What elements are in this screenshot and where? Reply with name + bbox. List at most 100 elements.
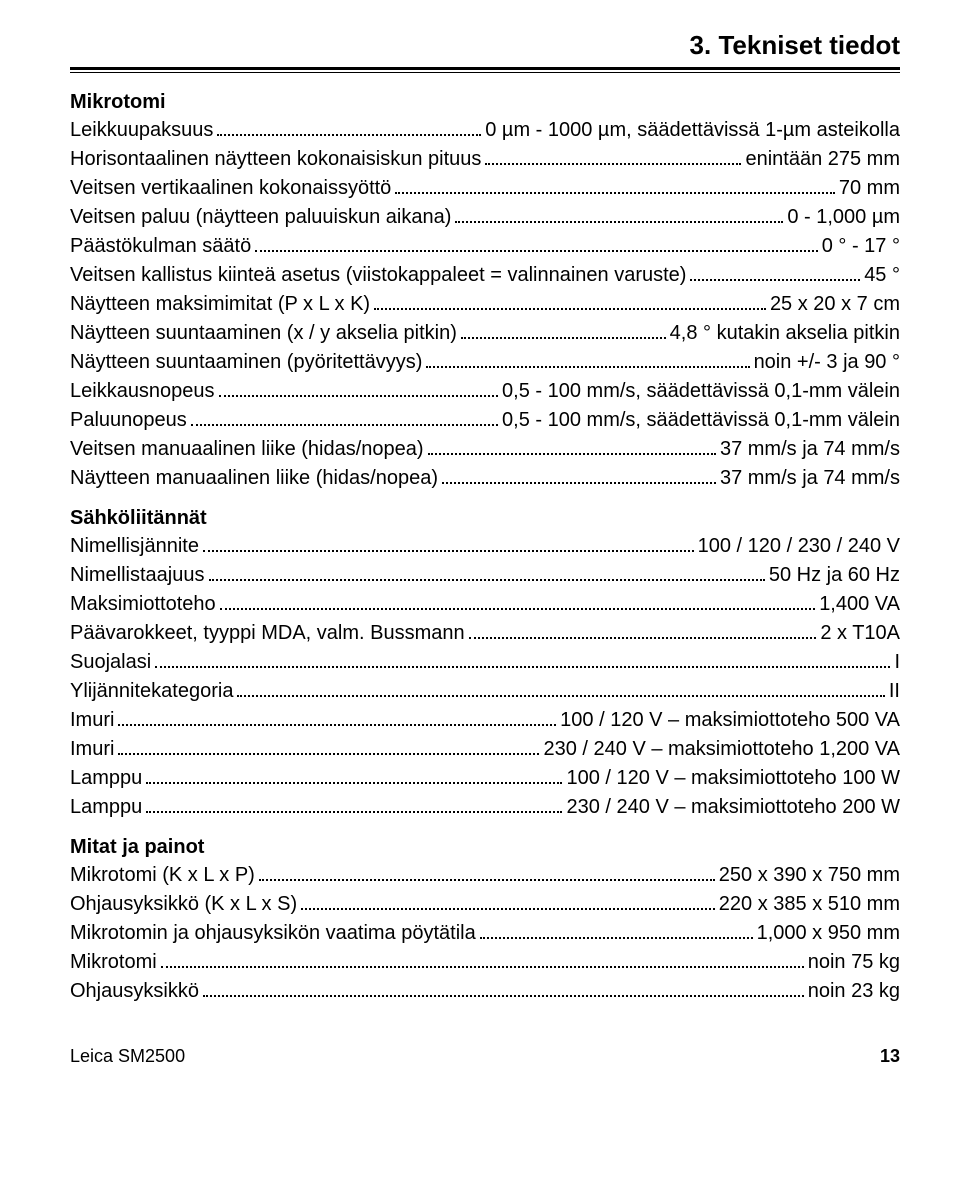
spec-label: Päävarokkeet, tyyppi MDA, valm. Bussmann bbox=[70, 619, 465, 648]
spec-label: Ylijännitekategoria bbox=[70, 677, 233, 706]
spec-section: SähköliitännätNimellisjännite100 / 120 /… bbox=[70, 507, 900, 822]
spec-label: Nimellisjännite bbox=[70, 532, 199, 561]
spec-row: Maksimiottoteho1,400 VA bbox=[70, 590, 900, 619]
dot-leader bbox=[191, 414, 498, 426]
spec-row: Leikkuupaksuus 0 µm - 1000 µm, säädettävi… bbox=[70, 116, 900, 145]
dot-leader bbox=[455, 211, 783, 223]
spec-row: Horisontaalinen näytteen kokonaisiskun p… bbox=[70, 145, 900, 174]
spec-value: 230 / 240 V – maksimiottoteho 1,200 VA bbox=[543, 735, 900, 764]
dot-leader bbox=[301, 898, 715, 910]
spec-label: Imuri bbox=[70, 735, 114, 764]
dot-leader bbox=[442, 472, 716, 484]
spec-value: 100 / 120 / 230 / 240 V bbox=[698, 532, 900, 561]
spec-value: 100 / 120 V – maksimiottoteho 100 W bbox=[566, 764, 900, 793]
spec-section: Mitat ja painotMikrotomi (K x L x P) 250 … bbox=[70, 836, 900, 1006]
spec-value: 45 ° bbox=[864, 261, 900, 290]
spec-row: Veitsen manuaalinen liike (hidas/nopea)3… bbox=[70, 435, 900, 464]
spec-label: Veitsen vertikaalinen kokonaissyöttö bbox=[70, 174, 391, 203]
spec-label: Mikrotomi (K x L x P) bbox=[70, 861, 255, 890]
spec-label: Näytteen manuaalinen liike (hidas/nopea) bbox=[70, 464, 438, 493]
spec-row: Leikkausnopeus 0,5 - 100 mm/s, säädettävi… bbox=[70, 377, 900, 406]
spec-value: enintään 275 mm bbox=[745, 145, 900, 174]
spec-value: 0 µm - 1000 µm, säädettävissä 1-µm astei… bbox=[485, 116, 900, 145]
spec-row: Nimellisjännite 100 / 120 / 230 / 240 V bbox=[70, 532, 900, 561]
spec-value: 220 x 385 x 510 mm bbox=[719, 890, 900, 919]
spec-value: 2 x T10A bbox=[820, 619, 900, 648]
spec-row: Imuri 100 / 120 V – maksimiottoteho 500 V… bbox=[70, 706, 900, 735]
spec-value: 50 Hz ja 60 Hz bbox=[769, 561, 900, 590]
dot-leader bbox=[255, 240, 818, 252]
spec-row: Suojalasi I bbox=[70, 648, 900, 677]
dot-leader bbox=[209, 569, 765, 581]
spec-value: 0,5 - 100 mm/s, säädettävissä 0,1-mm väl… bbox=[502, 377, 900, 406]
spec-section: MikrotomiLeikkuupaksuus0 µm - 1000 µm, s… bbox=[70, 91, 900, 493]
spec-value: 37 mm/s ja 74 mm/s bbox=[720, 464, 900, 493]
spec-row: Lamppu 100 / 120 V – maksimiottoteho 100 … bbox=[70, 764, 900, 793]
spec-label: Näytteen maksimimitat (P x L x K) bbox=[70, 290, 370, 319]
spec-label: Lamppu bbox=[70, 793, 142, 822]
footer-page-number: 13 bbox=[880, 1046, 900, 1067]
spec-row: Päästökulman säätö0 ° - 17 ° bbox=[70, 232, 900, 261]
spec-row: Ohjausyksikkö noin 23 kg bbox=[70, 977, 900, 1006]
dot-leader bbox=[426, 356, 749, 368]
spec-row: Näytteen suuntaaminen (x / y akselia pit… bbox=[70, 319, 900, 348]
spec-label: Näytteen suuntaaminen (pyöritettävyys) bbox=[70, 348, 422, 377]
spec-value: 70 mm bbox=[839, 174, 900, 203]
dot-leader bbox=[219, 385, 498, 397]
spec-value: noin 75 kg bbox=[808, 948, 900, 977]
dot-leader bbox=[220, 598, 816, 610]
dot-leader bbox=[485, 153, 741, 165]
spec-row: Mikrotomi (K x L x P) 250 x 390 x 750 mm bbox=[70, 861, 900, 890]
spec-label: Veitsen kallistus kiinteä asetus (viisto… bbox=[70, 261, 686, 290]
spec-label: Imuri bbox=[70, 706, 114, 735]
dot-leader bbox=[146, 801, 562, 813]
spec-row: Ohjausyksikkö (K x L x S)220 x 385 x 510… bbox=[70, 890, 900, 919]
spec-label: Suojalasi bbox=[70, 648, 151, 677]
spec-value: noin +/- 3 ja 90 ° bbox=[754, 348, 900, 377]
spec-row: Lamppu 230 / 240 V – maksimiottoteho 200 … bbox=[70, 793, 900, 822]
spec-label: Näytteen suuntaaminen (x / y akselia pit… bbox=[70, 319, 457, 348]
dot-leader bbox=[146, 772, 562, 784]
spec-row: Näytteen maksimimitat (P x L x K) 25 x 20… bbox=[70, 290, 900, 319]
spec-value: noin 23 kg bbox=[808, 977, 900, 1006]
spec-value: 100 / 120 V – maksimiottoteho 500 VA bbox=[560, 706, 900, 735]
spec-label: Leikkausnopeus bbox=[70, 377, 215, 406]
spec-label: Leikkuupaksuus bbox=[70, 116, 213, 145]
spec-value: 230 / 240 V – maksimiottoteho 200 W bbox=[566, 793, 900, 822]
spec-row: Veitsen kallistus kiinteä asetus (viisto… bbox=[70, 261, 900, 290]
dot-leader bbox=[469, 627, 817, 639]
spec-value: 0,5 - 100 mm/s, säädettävissä 0,1-mm väl… bbox=[502, 406, 900, 435]
spec-value: 4,8 ° kutakin akselia pitkin bbox=[670, 319, 900, 348]
spec-row: Nimellistaajuus50 Hz ja 60 Hz bbox=[70, 561, 900, 590]
spec-label: Maksimiottoteho bbox=[70, 590, 216, 619]
spec-label: Lamppu bbox=[70, 764, 142, 793]
spec-row: YlijännitekategoriaII bbox=[70, 677, 900, 706]
spec-value: I bbox=[894, 648, 900, 677]
spec-label: Mikrotomi bbox=[70, 948, 157, 977]
title-rule bbox=[70, 67, 900, 73]
spec-row: Veitsen paluu (näytteen paluuiskun aikan… bbox=[70, 203, 900, 232]
dot-leader bbox=[690, 269, 860, 281]
dot-leader bbox=[428, 443, 716, 455]
spec-value: 25 x 20 x 7 cm bbox=[770, 290, 900, 319]
page-footer: Leica SM2500 13 bbox=[70, 1046, 900, 1067]
spec-row: Päävarokkeet, tyyppi MDA, valm. Bussmann… bbox=[70, 619, 900, 648]
dot-leader bbox=[237, 685, 884, 697]
spec-value: 0 ° - 17 ° bbox=[822, 232, 900, 261]
dot-leader bbox=[461, 327, 666, 339]
dot-leader bbox=[480, 927, 753, 939]
dot-leader bbox=[374, 298, 766, 310]
spec-value: 250 x 390 x 750 mm bbox=[719, 861, 900, 890]
dot-leader bbox=[155, 656, 890, 668]
sections-container: Mikrotomi Leikkuupaksuus 0 µm - 1000 µm, s… bbox=[70, 91, 900, 1006]
spec-label: Veitsen paluu (näytteen paluuiskun aikan… bbox=[70, 203, 451, 232]
dot-leader bbox=[118, 743, 539, 755]
dot-leader bbox=[203, 985, 804, 997]
spec-row: Näytteen suuntaaminen (pyöritettävyys) no… bbox=[70, 348, 900, 377]
spec-label: Veitsen manuaalinen liike (hidas/nopea) bbox=[70, 435, 424, 464]
section-heading: Mitat ja painot bbox=[70, 836, 900, 859]
spec-label: Ohjausyksikkö bbox=[70, 977, 199, 1006]
dot-leader bbox=[203, 540, 694, 552]
spec-row: Näytteen manuaalinen liike (hidas/nopea)… bbox=[70, 464, 900, 493]
spec-row: Mikrotomi noin 75 kg bbox=[70, 948, 900, 977]
